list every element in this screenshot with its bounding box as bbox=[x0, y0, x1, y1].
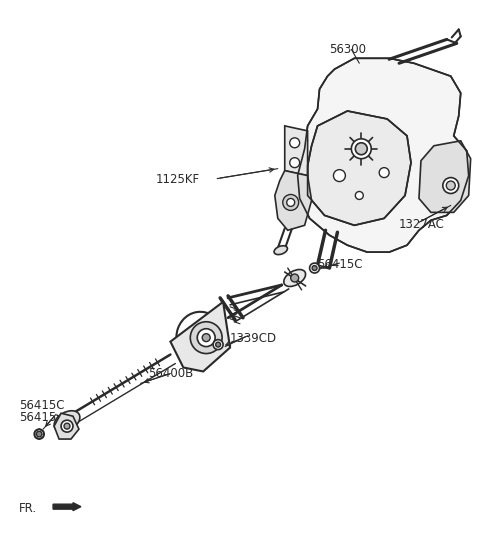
Circle shape bbox=[446, 181, 455, 190]
Text: FR.: FR. bbox=[19, 502, 37, 515]
Circle shape bbox=[34, 429, 44, 439]
Polygon shape bbox=[285, 41, 474, 270]
Circle shape bbox=[202, 334, 210, 341]
Ellipse shape bbox=[284, 270, 306, 286]
Circle shape bbox=[197, 329, 215, 346]
Ellipse shape bbox=[274, 246, 288, 255]
Circle shape bbox=[190, 322, 222, 354]
Circle shape bbox=[61, 420, 73, 432]
Text: 56415C: 56415C bbox=[318, 258, 363, 271]
Polygon shape bbox=[298, 58, 468, 252]
Polygon shape bbox=[308, 111, 411, 225]
Text: 56415C: 56415C bbox=[19, 399, 65, 413]
FancyArrow shape bbox=[53, 503, 81, 510]
Circle shape bbox=[351, 139, 371, 158]
Polygon shape bbox=[285, 126, 308, 176]
Polygon shape bbox=[54, 413, 79, 439]
Circle shape bbox=[213, 340, 223, 350]
Circle shape bbox=[64, 423, 70, 429]
Circle shape bbox=[334, 170, 346, 182]
Circle shape bbox=[443, 177, 459, 193]
Circle shape bbox=[355, 191, 363, 200]
Circle shape bbox=[290, 138, 300, 148]
Polygon shape bbox=[275, 171, 312, 230]
Circle shape bbox=[287, 198, 295, 206]
Circle shape bbox=[355, 143, 367, 155]
Text: 1327AC: 1327AC bbox=[399, 219, 445, 231]
Text: 1125KF: 1125KF bbox=[156, 172, 200, 186]
Circle shape bbox=[216, 342, 221, 347]
Circle shape bbox=[312, 266, 317, 271]
Circle shape bbox=[291, 274, 299, 282]
Text: 1339CD: 1339CD bbox=[230, 332, 277, 345]
Circle shape bbox=[379, 168, 389, 177]
Text: 56300: 56300 bbox=[329, 43, 366, 56]
Circle shape bbox=[290, 158, 300, 168]
Circle shape bbox=[36, 431, 42, 437]
Polygon shape bbox=[170, 302, 230, 371]
Polygon shape bbox=[419, 141, 471, 212]
Text: 56415: 56415 bbox=[19, 411, 57, 424]
Ellipse shape bbox=[54, 411, 80, 431]
Text: 56400B: 56400B bbox=[148, 368, 194, 380]
Circle shape bbox=[283, 195, 299, 210]
Circle shape bbox=[310, 263, 320, 273]
